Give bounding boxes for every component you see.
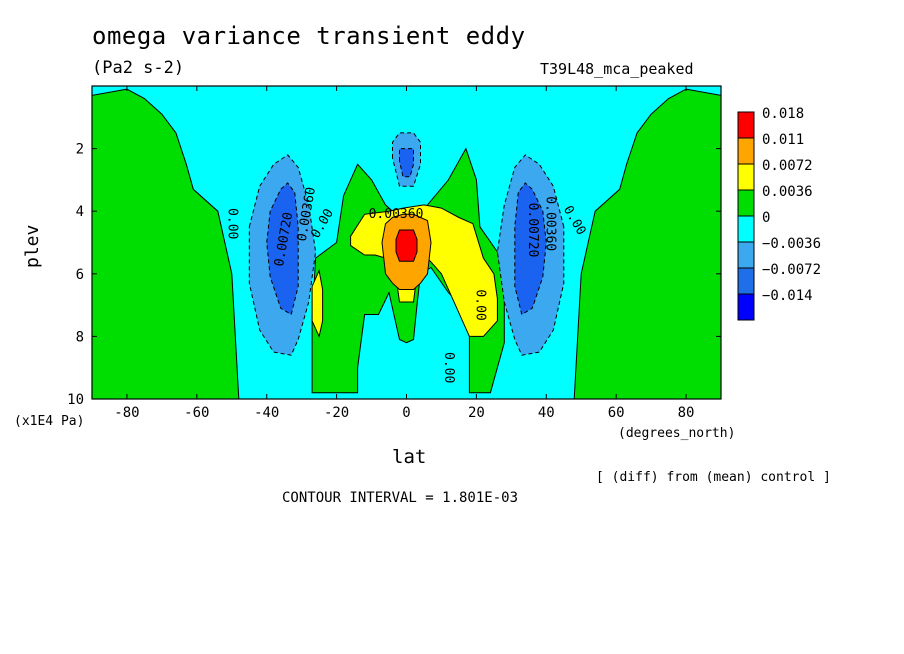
x-tick-label: -40 <box>254 405 279 421</box>
y-tick-label: 2 <box>76 142 84 158</box>
legend-swatch <box>737 267 755 295</box>
x-tick-label: -20 <box>324 405 349 421</box>
legend-label: 0.0036 <box>762 184 813 200</box>
contour-region-negative_strong-10 <box>266 182 299 316</box>
x-tick-label: 40 <box>538 405 555 421</box>
contour-region-negative_strong-12 <box>399 148 414 178</box>
legend-swatch <box>737 215 755 243</box>
legend-label: 0.011 <box>762 132 804 148</box>
y-tick-label: 6 <box>76 267 84 283</box>
legend-swatch <box>737 293 755 321</box>
contour-region-positive_mid-4 <box>311 269 324 338</box>
legend-label: 0.018 <box>762 106 804 122</box>
x-axis-unit: (degrees_north) <box>618 426 736 441</box>
contour-label-5: 0.00 <box>472 289 487 320</box>
legend-swatch <box>737 137 755 165</box>
contour-region-positive_low-0 <box>92 88 240 399</box>
y-tick-label: 4 <box>76 204 84 220</box>
legend-label: −0.014 <box>762 288 813 304</box>
x-tick-label: 80 <box>678 405 695 421</box>
contour-region-negative_strong-11 <box>514 182 547 316</box>
y-tick-label: 8 <box>76 329 84 345</box>
run-name: T39L48_mca_peaked <box>540 60 694 78</box>
chart-title: omega variance transient eddy <box>92 22 526 50</box>
x-tick-label: -80 <box>114 405 139 421</box>
contour-interval: CONTOUR INTERVAL = 1.801E-03 <box>282 490 519 506</box>
contour-label-4: 0.00360 <box>369 207 424 222</box>
legend-label: −0.0072 <box>762 262 821 278</box>
x-tick-label: 60 <box>608 405 625 421</box>
legend-label: 0.0072 <box>762 158 813 174</box>
legend-swatch <box>737 189 755 217</box>
contour-region-positive_max-6 <box>395 229 418 262</box>
legend-swatch <box>737 241 755 269</box>
contour-label-0: 0.00 <box>224 208 239 239</box>
x-tick-label: 0 <box>402 405 410 421</box>
contour-label-8: 0.00360 <box>542 196 557 251</box>
x-tick-label: 20 <box>468 405 485 421</box>
legend-label: 0 <box>762 210 770 226</box>
legend-swatch <box>737 111 755 139</box>
x-tick-label: -60 <box>184 405 209 421</box>
chart-units: (Pa2 s-2) <box>92 58 185 78</box>
contour-label-6: 0.00 <box>441 352 456 383</box>
contour-region-positive_low-1 <box>573 88 721 399</box>
x-axis-label: lat <box>392 446 427 468</box>
y-tick-label: 10 <box>67 392 84 408</box>
legend-swatch <box>737 163 755 191</box>
diff-note: [ (diff) from (mean) control ] <box>596 470 831 485</box>
legend-label: −0.0036 <box>762 236 821 252</box>
y-axis-unit: (x1E4 Pa) <box>14 414 85 429</box>
contour-label-7: 0.00720 <box>525 203 540 258</box>
